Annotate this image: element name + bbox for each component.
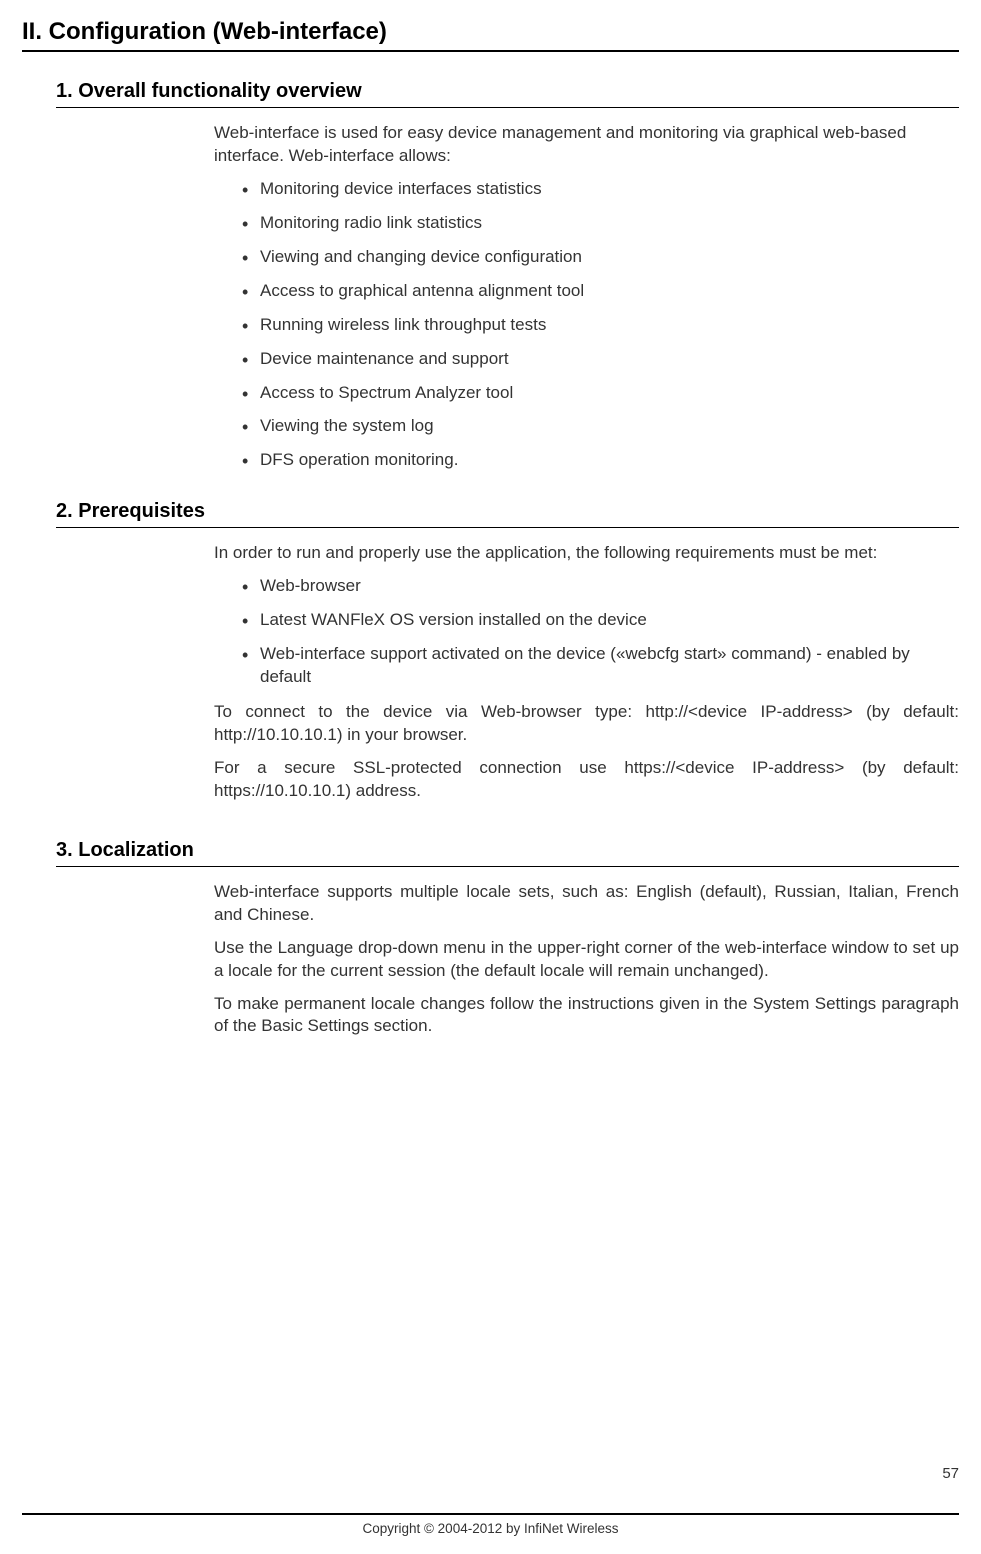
list-item: Viewing and changing device configuratio… — [242, 246, 959, 269]
paragraph: To make permanent locale changes follow … — [214, 993, 959, 1039]
list-item: Web-browser — [242, 575, 959, 598]
copyright-text: Copyright © 2004-2012 by InfiNet Wireles… — [362, 1521, 618, 1536]
list-item: Viewing the system log — [242, 415, 959, 438]
paragraph: In order to run and properly use the app… — [214, 542, 959, 565]
list-item: Monitoring device interfaces statistics — [242, 178, 959, 201]
paragraph: To connect to the device via Web-browser… — [214, 701, 959, 747]
chapter-title: II. Configuration (Web-interface) — [22, 18, 959, 52]
bullet-list: Monitoring device interfaces statistics … — [242, 178, 959, 472]
paragraph: Use the Language drop-down menu in the u… — [214, 937, 959, 983]
list-item: Web-interface support activated on the d… — [242, 643, 959, 689]
paragraph: For a secure SSL-protected connection us… — [214, 757, 959, 803]
list-item: Access to graphical antenna alignment to… — [242, 280, 959, 303]
list-item: Device maintenance and support — [242, 348, 959, 371]
section-prerequisites: 2. Prerequisites In order to run and pro… — [22, 500, 959, 802]
footer: Copyright © 2004-2012 by InfiNet Wireles… — [22, 1513, 959, 1536]
list-item: Latest WANFleX OS version installed on t… — [242, 609, 959, 632]
section-title: 2. Prerequisites — [56, 500, 959, 528]
paragraph: Web-interface supports multiple locale s… — [214, 881, 959, 927]
list-item: Monitoring radio link statistics — [242, 212, 959, 235]
section-title: 3. Localization — [56, 839, 959, 867]
page-number: 57 — [942, 1465, 959, 1482]
list-item: Running wireless link throughput tests — [242, 314, 959, 337]
section-title: 1. Overall functionality overview — [56, 80, 959, 108]
bullet-list: Web-browser Latest WANFleX OS version in… — [242, 575, 959, 689]
paragraph: Web-interface is used for easy device ma… — [214, 122, 959, 168]
section-overall-functionality: 1. Overall functionality overview Web-in… — [22, 80, 959, 472]
list-item: DFS operation monitoring. — [242, 449, 959, 472]
section-localization: 3. Localization Web-interface supports m… — [22, 839, 959, 1039]
list-item: Access to Spectrum Analyzer tool — [242, 382, 959, 405]
